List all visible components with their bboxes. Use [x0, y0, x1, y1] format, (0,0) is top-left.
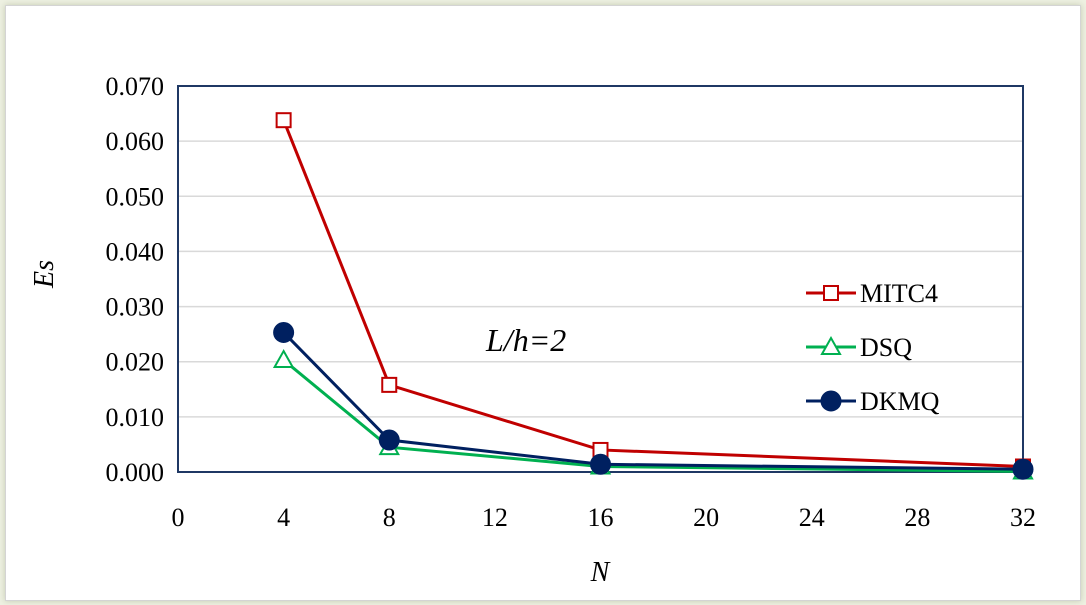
- x-tick-label: 28: [904, 503, 930, 532]
- y-axis-ticks: 0.000 0.010 0.020 0.030 0.040 0.050 0.060 0.070: [106, 72, 165, 487]
- x-tick-label: 8: [383, 503, 396, 532]
- series-line: [282, 331, 1024, 471]
- x-tick-label: 4: [277, 503, 290, 532]
- y-tick-label: 0.060: [106, 127, 165, 156]
- x-tick-label: 32: [1010, 503, 1036, 532]
- legend-marker: [820, 390, 842, 412]
- data-point: [378, 429, 400, 451]
- legend-label: DKMQ: [860, 387, 940, 416]
- y-tick-label: 0.040: [106, 237, 165, 266]
- series-line: [282, 358, 1024, 473]
- data-point: [590, 453, 611, 475]
- y-tick-label: 0.020: [106, 348, 165, 377]
- annotation-label: L/h=2: [485, 322, 566, 358]
- data-point: [381, 376, 398, 393]
- series-line: [282, 119, 1024, 468]
- data-point: [1012, 458, 1034, 480]
- gridlines: [178, 140, 1023, 418]
- y-tick-label: 0.030: [106, 293, 165, 322]
- legend-marker: [820, 335, 842, 355]
- line-chart: 0.000 0.010 0.020 0.030 0.040 0.050 0.060 0.070…: [29, 72, 1037, 588]
- x-tick-label: 20: [693, 503, 719, 532]
- legend-marker: [823, 285, 839, 301]
- data-point: [273, 321, 295, 343]
- y-tick-label: 0.070: [106, 72, 165, 101]
- y-axis-title: Es: [29, 260, 60, 289]
- y-tick-label: 0.050: [106, 182, 165, 211]
- legend-item-dsq: DSQ: [806, 333, 912, 362]
- data-point: [272, 349, 295, 369]
- x-axis-title: N: [590, 557, 611, 588]
- legend-label: MITC4: [860, 279, 938, 308]
- x-tick-label: 16: [588, 503, 614, 532]
- x-tick-label: 0: [172, 503, 185, 532]
- data-point: [275, 112, 292, 129]
- series-layer: [272, 112, 1034, 480]
- series-dkmq: [273, 321, 1034, 480]
- chart-frame: 0.000 0.010 0.020 0.030 0.040 0.050 0.060 0.070…: [5, 5, 1081, 601]
- x-tick-label: 24: [799, 503, 825, 532]
- legend-item-mitc4: MITC4: [806, 279, 938, 308]
- x-axis-ticks: 0 4 8 12 16 20 24 28 32: [172, 503, 1037, 532]
- legend: MITC4 DSQ DKMQ: [806, 279, 940, 416]
- y-tick-label: 0.000: [106, 458, 165, 487]
- y-tick-label: 0.010: [106, 403, 165, 432]
- legend-label: DSQ: [860, 333, 912, 362]
- x-tick-label: 12: [482, 503, 508, 532]
- legend-item-dkmq: DKMQ: [806, 387, 940, 416]
